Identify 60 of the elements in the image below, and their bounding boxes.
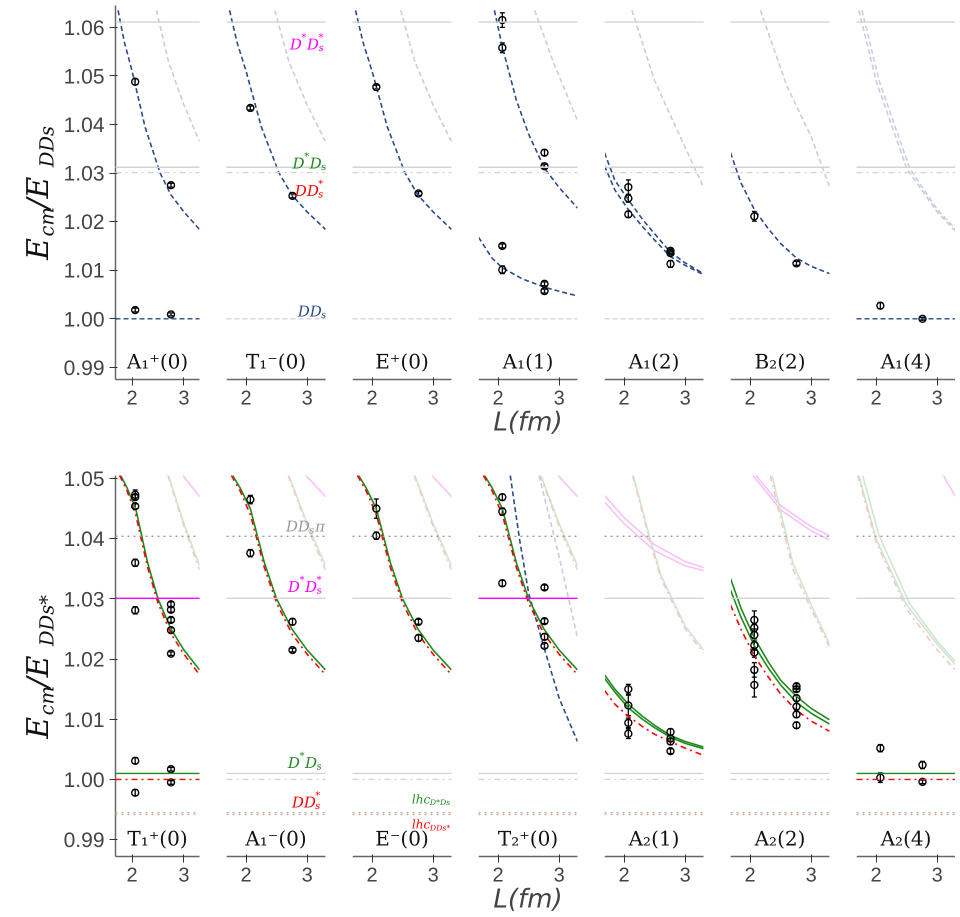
x-tick-label: 3 [680, 388, 691, 410]
text: A₂(4) [880, 826, 932, 850]
y-tick-label: 0.99 [64, 829, 105, 852]
text: A₁⁻(0) [244, 826, 307, 850]
y-tick-label: 0.99 [64, 356, 105, 380]
text: A₁⁺(0) [126, 350, 188, 374]
x-tick-label: 3 [806, 388, 817, 410]
text: A₂(2) [754, 826, 806, 850]
x-tick-label: 3 [554, 388, 565, 410]
x-tick-label: 3 [178, 388, 190, 410]
x-tick-label: 2 [744, 388, 756, 410]
y-tick-label: 1.00 [64, 768, 105, 792]
x-tick-label: 2 [618, 864, 630, 886]
y-tick-label: 1.01 [64, 708, 105, 732]
text: A₁(2) [628, 350, 680, 374]
x-tick-label: 3 [178, 864, 190, 886]
text: A₂(1) [628, 826, 680, 850]
y-tick-label: 1.03 [64, 588, 105, 612]
y-tick-label: 1.04 [64, 528, 105, 552]
y-tick-label: 1.06 [64, 16, 105, 40]
x-tick-label: 3 [932, 864, 943, 886]
x-tick-label: 3 [680, 864, 691, 886]
x-tick-label: 2 [870, 388, 882, 410]
text: A₁(1) [502, 350, 554, 374]
y-tick-label: 1.02 [64, 648, 105, 672]
y-tick-label: 1.05 [64, 468, 105, 492]
x-axis-title: L(fm) [493, 408, 563, 438]
x-tick-label: 2 [126, 864, 138, 886]
text: T₁⁺(0) [127, 826, 188, 850]
x-tick-label: 2 [366, 388, 378, 410]
y-tick-label: 1.03 [64, 162, 105, 186]
x-tick-label: 2 [240, 864, 252, 886]
x-tick-label: 3 [428, 864, 439, 886]
y-axis-title: Ecm/EDDs [21, 126, 58, 261]
x-tick-label: 2 [366, 864, 378, 886]
x-axis-title: L(fm) [493, 884, 563, 914]
x-tick-label: 2 [492, 388, 504, 410]
x-tick-label: 3 [428, 388, 439, 410]
y-tick-label: 1.00 [64, 308, 105, 332]
x-tick-label: 3 [806, 864, 817, 886]
text: T₁⁻(0) [246, 350, 306, 374]
y-tick-label: 1.05 [64, 65, 105, 88]
x-tick-label: 3 [302, 864, 313, 886]
text: B₂(2) [754, 350, 806, 374]
x-tick-label: 2 [744, 864, 756, 886]
text: T₂⁺(0) [498, 826, 558, 850]
x-tick-label: 3 [302, 388, 313, 410]
x-tick-label: 3 [554, 864, 565, 886]
text: E⁺(0) [375, 350, 429, 374]
y-tick-label: 1.04 [64, 114, 105, 137]
y-tick-label: 1.01 [64, 260, 105, 283]
y-axis-title: Ecm/EDDs* [21, 594, 58, 740]
y-tick-label: 1.02 [64, 211, 105, 234]
x-tick-label: 3 [932, 388, 943, 410]
x-tick-label: 2 [126, 388, 138, 410]
x-tick-label: 2 [870, 864, 882, 886]
x-tick-label: 2 [618, 388, 630, 410]
text: A₁(4) [880, 350, 932, 374]
x-tick-label: 2 [492, 864, 504, 886]
x-tick-label: 2 [240, 388, 252, 410]
